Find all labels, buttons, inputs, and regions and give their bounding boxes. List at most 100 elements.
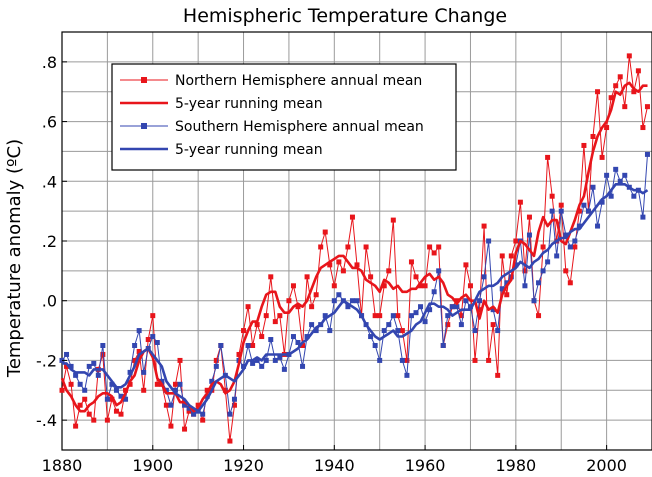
data-point (349, 214, 355, 220)
data-point (290, 334, 296, 340)
data-point (436, 268, 442, 274)
data-point (386, 322, 392, 328)
data-point (622, 172, 628, 178)
data-point (499, 286, 505, 292)
data-point (522, 268, 528, 274)
y-tick-label: .2 (42, 232, 57, 251)
data-point (608, 193, 614, 199)
data-point (549, 208, 555, 214)
data-point (168, 402, 174, 408)
data-point (604, 125, 610, 131)
data-point (118, 411, 124, 417)
data-point (458, 322, 464, 328)
data-point (504, 292, 510, 298)
data-point (581, 202, 587, 208)
data-point (345, 244, 351, 250)
y-tick-label: .0 (42, 292, 57, 311)
data-point (431, 250, 437, 256)
data-point (236, 351, 242, 357)
data-point (64, 363, 70, 369)
data-point (386, 268, 392, 274)
data-point (141, 387, 147, 393)
data-point (132, 357, 138, 363)
data-point (445, 313, 451, 319)
data-point (272, 319, 278, 325)
data-point (613, 83, 619, 89)
data-point (567, 280, 573, 286)
data-point (572, 238, 578, 244)
data-point (418, 304, 424, 310)
data-point (526, 232, 532, 238)
data-point (395, 313, 401, 319)
data-point (427, 307, 433, 313)
data-point (100, 351, 106, 357)
data-point (290, 283, 296, 289)
data-point (82, 396, 88, 402)
data-point (73, 423, 79, 429)
y-tick-label: -.4 (36, 411, 57, 430)
data-point (172, 387, 178, 393)
series-line-3 (62, 183, 649, 413)
data-point (340, 268, 346, 274)
data-point (595, 223, 601, 229)
data-point (631, 89, 637, 95)
data-point (617, 178, 623, 184)
data-point (241, 328, 247, 334)
data-point (336, 292, 342, 298)
data-point (563, 232, 569, 238)
data-point (250, 360, 256, 366)
data-point (454, 298, 460, 304)
data-point (486, 357, 492, 363)
data-point (245, 343, 251, 348)
data-point (73, 372, 79, 378)
data-point (349, 298, 355, 304)
data-point (567, 244, 573, 250)
data-point (513, 262, 519, 268)
data-point (549, 193, 555, 199)
data-point (463, 298, 469, 304)
data-point (250, 343, 256, 348)
data-point (345, 304, 351, 310)
data-point (59, 387, 65, 393)
data-point (431, 289, 437, 295)
data-point (254, 322, 260, 328)
data-point (186, 408, 192, 414)
data-point (404, 357, 410, 363)
data-point (268, 337, 274, 343)
data-point (490, 307, 496, 313)
data-point (150, 334, 156, 340)
data-point (286, 298, 292, 304)
x-tick-label: 1940 (314, 456, 355, 473)
legend-marker (141, 77, 147, 83)
data-point (109, 396, 115, 402)
y-tick-label: -.2 (36, 351, 57, 370)
legend-marker (141, 123, 147, 129)
data-point (440, 343, 446, 348)
data-point (613, 166, 619, 172)
data-point (177, 381, 183, 387)
data-point (458, 313, 464, 319)
data-point (372, 343, 378, 348)
data-point (581, 142, 587, 148)
data-point (499, 253, 505, 259)
data-point (327, 328, 333, 334)
data-point (368, 274, 374, 280)
data-point (399, 328, 405, 334)
data-point (68, 363, 74, 369)
data-point (277, 313, 283, 319)
data-point (554, 253, 560, 259)
data-point (558, 208, 564, 214)
data-point (508, 253, 514, 259)
data-point (100, 343, 106, 348)
data-point (295, 340, 301, 346)
data-point (209, 378, 215, 384)
data-point (604, 172, 610, 178)
data-point (259, 363, 265, 369)
data-point (277, 354, 283, 360)
data-point (154, 340, 160, 346)
y-axis-label: Temperature anomaly (ºC) (4, 139, 25, 378)
data-point (445, 322, 451, 328)
legend-label: 5-year running mean (175, 142, 323, 158)
data-point (631, 193, 637, 199)
data-point (413, 274, 419, 280)
